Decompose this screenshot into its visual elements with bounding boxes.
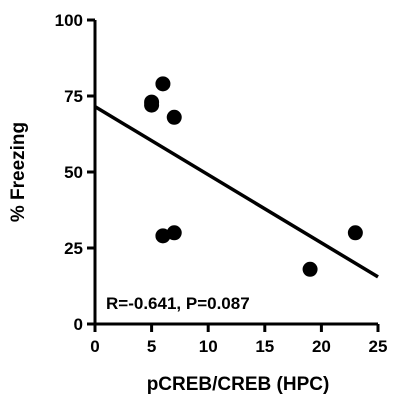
axes-layer xyxy=(93,20,378,326)
y-tick-label: 75 xyxy=(64,87,83,106)
x-axis-title: pCREB/CREB (HPC) xyxy=(147,374,330,395)
x-tick-label: 20 xyxy=(312,337,331,356)
x-tick-label: 10 xyxy=(199,337,218,356)
y-tick-label: 0 xyxy=(74,315,83,334)
y-axis-title: % Freezing xyxy=(8,122,29,222)
data-point xyxy=(302,261,318,277)
data-point xyxy=(155,228,171,244)
x-tick-label: 15 xyxy=(255,337,274,356)
data-point xyxy=(144,94,160,110)
fit-line-layer xyxy=(94,105,379,279)
data-point xyxy=(347,225,363,241)
x-tick-label: 25 xyxy=(369,337,388,356)
data-point xyxy=(166,225,182,241)
data-point xyxy=(166,109,182,125)
ticks-layer: 0 5 10 15 20 25 0 25 50 75 100 xyxy=(55,11,388,356)
x-tick-label: 0 xyxy=(90,337,99,356)
y-tick-label: 50 xyxy=(64,163,83,182)
points-layer xyxy=(144,76,363,277)
regression-line xyxy=(94,105,379,279)
y-tick-label: 100 xyxy=(55,11,83,30)
stats-annotation: R=-0.641, P=0.087 xyxy=(106,294,250,313)
data-point xyxy=(155,76,171,92)
x-tick-label: 5 xyxy=(147,337,156,356)
y-tick-label: 25 xyxy=(64,239,83,258)
